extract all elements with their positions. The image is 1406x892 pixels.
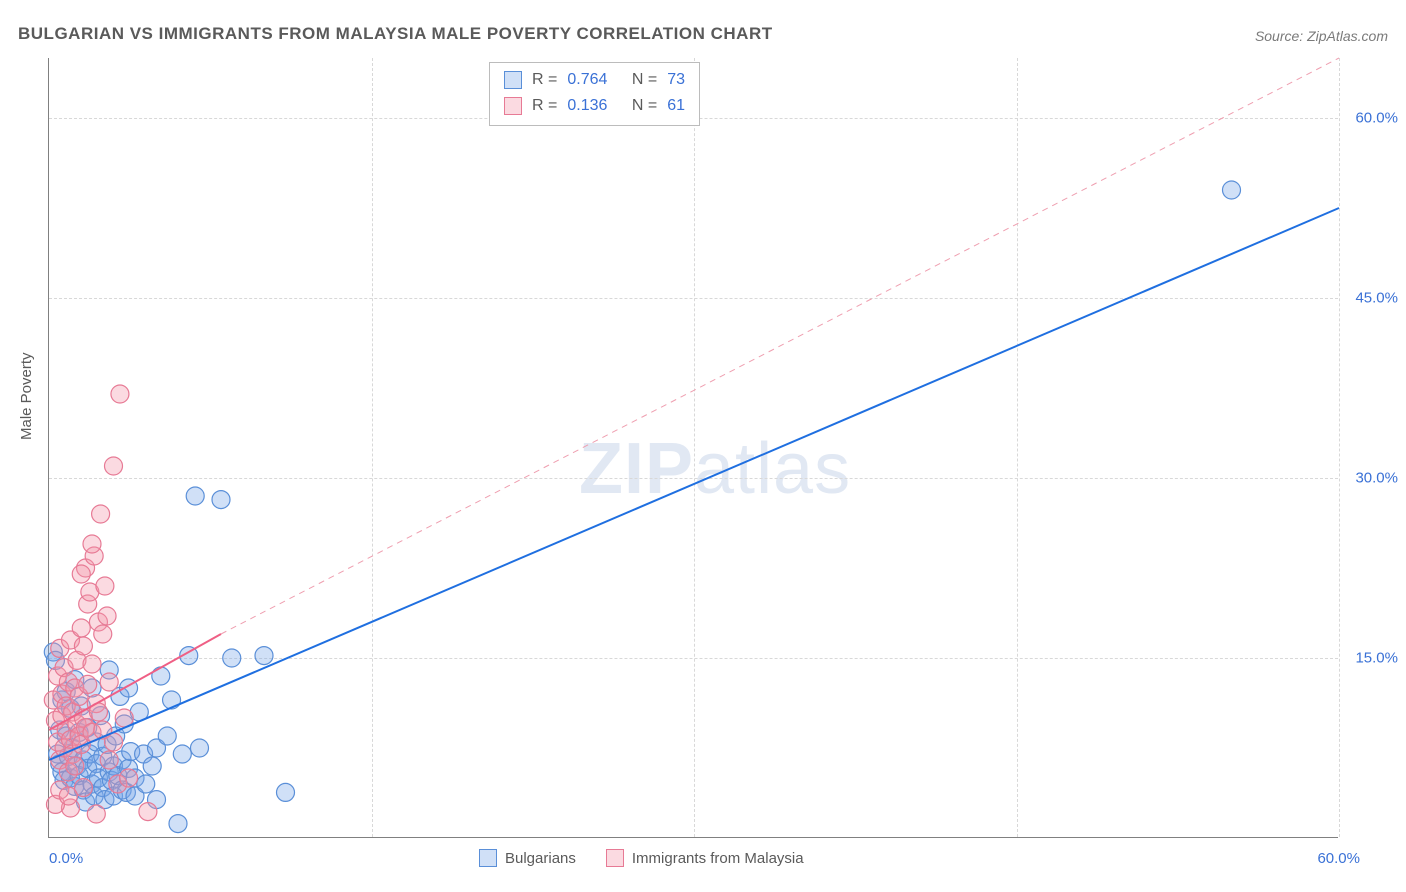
data-point-malaysia [83,655,101,673]
ytick-label: 15.0% [1355,650,1398,667]
swatch-malaysia [504,97,522,115]
legend-label-bulgarians: Bulgarians [505,850,576,867]
data-point-bulgarians [169,815,187,833]
data-point-malaysia [139,803,157,821]
trendline-bulgarians [49,208,1339,760]
legend-swatch-bulgarians [479,849,497,867]
data-point-malaysia [94,625,112,643]
data-point-malaysia [92,505,110,523]
data-point-malaysia [74,637,92,655]
trendline-extrapolate-malaysia [221,58,1339,634]
xtick-label-max: 60.0% [1317,850,1360,867]
data-point-malaysia [72,619,90,637]
ytick-label: 30.0% [1355,470,1398,487]
data-point-bulgarians [186,487,204,505]
data-point-malaysia [111,385,129,403]
swatch-bulgarians [504,71,522,89]
data-point-bulgarians [158,727,176,745]
data-point-bulgarians [173,745,191,763]
legend-item-bulgarians: Bulgarians [479,849,576,867]
n-label: N = [632,93,657,119]
plot-area: ZIPatlas R = 0.764 N = 73 R = 0.136 N = … [48,58,1338,838]
data-point-bulgarians [143,757,161,775]
data-point-bulgarians [277,783,295,801]
data-point-bulgarians [212,491,230,509]
source-attribution: Source: ZipAtlas.com [1255,28,1388,44]
bottom-legend: Bulgarians Immigrants from Malaysia [479,849,804,867]
legend-item-malaysia: Immigrants from Malaysia [606,849,804,867]
data-point-bulgarians [152,667,170,685]
r-value-malaysia: 0.136 [567,93,607,119]
chart-svg [49,58,1338,837]
data-point-malaysia [105,457,123,475]
r-label: R = [532,67,557,93]
xtick-label-min: 0.0% [49,850,83,867]
legend-swatch-malaysia [606,849,624,867]
data-point-malaysia [96,577,114,595]
stats-row-bulgarians: R = 0.764 N = 73 [504,67,685,93]
data-point-malaysia [59,787,77,805]
n-value-bulgarians: 73 [667,67,685,93]
data-point-malaysia [79,675,97,693]
data-point-malaysia [66,757,84,775]
data-point-bulgarians [163,691,181,709]
data-point-bulgarians [1223,181,1241,199]
chart-title: BULGARIAN VS IMMIGRANTS FROM MALAYSIA MA… [18,24,773,44]
stats-legend-box: R = 0.764 N = 73 R = 0.136 N = 61 [489,62,700,126]
data-point-malaysia [98,607,116,625]
data-point-bulgarians [223,649,241,667]
data-point-bulgarians [137,775,155,793]
r-value-bulgarians: 0.764 [567,67,607,93]
legend-label-malaysia: Immigrants from Malaysia [632,850,804,867]
data-point-malaysia [83,535,101,553]
data-point-malaysia [100,673,118,691]
data-point-bulgarians [255,647,273,665]
n-value-malaysia: 61 [667,93,685,119]
data-point-malaysia [120,769,138,787]
data-point-malaysia [72,565,90,583]
data-point-malaysia [100,751,118,769]
ytick-label: 60.0% [1355,110,1398,127]
ytick-label: 45.0% [1355,290,1398,307]
data-point-malaysia [87,805,105,823]
stats-row-malaysia: R = 0.136 N = 61 [504,93,685,119]
r-label: R = [532,93,557,119]
n-label: N = [632,67,657,93]
y-axis-label: Male Poverty [18,352,35,440]
data-point-bulgarians [191,739,209,757]
